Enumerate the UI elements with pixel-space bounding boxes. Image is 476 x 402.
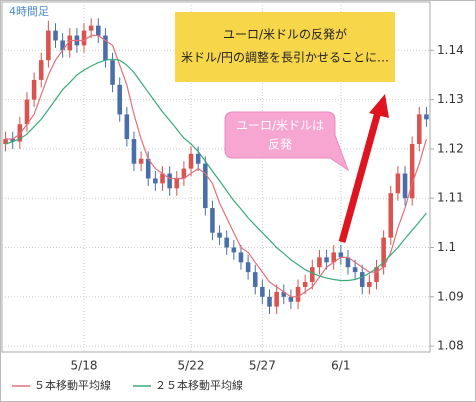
callout: ユーロ/米ドルは 反発: [224, 111, 350, 172]
candle-body: [395, 173, 401, 194]
marks: [3, 18, 429, 315]
candle-body: [131, 139, 137, 164]
candle-body: [103, 35, 108, 61]
candle-body: [331, 252, 336, 263]
candle-body: [359, 272, 365, 287]
candle-body: [345, 257, 351, 268]
candle-body: [153, 178, 158, 184]
candle-body: [352, 267, 358, 273]
candle-body: [295, 286, 301, 302]
arrow-shaft: [338, 111, 382, 243]
candle-body: [17, 124, 23, 142]
candle-body: [402, 173, 408, 199]
candle-body: [110, 60, 115, 85]
y-tick-label: 1.09: [437, 289, 464, 303]
candle-body: [124, 114, 130, 140]
candle-body: [245, 262, 251, 273]
candle-body: [302, 282, 308, 287]
candle-body: [210, 208, 215, 233]
candle-body: [138, 158, 144, 164]
candle-body: [217, 232, 222, 238]
candle-body: [46, 30, 51, 61]
candle-body: [181, 168, 187, 179]
candle-body: [338, 252, 344, 258]
candle-body: [188, 153, 194, 169]
x-tick-label: 5/27: [249, 359, 276, 373]
candle-body: [145, 158, 151, 179]
candle-body: [374, 267, 379, 282]
y-tick-label: 1.1: [437, 240, 456, 254]
annotation-bg: [175, 12, 395, 82]
candle-body: [324, 257, 329, 263]
x-tick-label: 5/18: [71, 359, 98, 373]
candle-body: [252, 272, 258, 287]
annotation-text: ユーロ/米ドルの反発が: [223, 27, 347, 42]
candle-body: [388, 193, 394, 238]
candle-body: [310, 267, 315, 282]
candle-body: [238, 252, 244, 263]
legend-label: ５本移動平均線: [34, 378, 111, 392]
candle-body: [96, 25, 101, 36]
candle-body: [81, 30, 87, 46]
candle-body: [424, 114, 429, 120]
candle-body: [409, 143, 415, 199]
candle-body: [203, 163, 208, 209]
y-tick-label: 1.12: [437, 141, 464, 155]
candle-body: [260, 286, 265, 297]
candle-body: [174, 178, 180, 189]
annotation-text: 米ドル/円の調整を長引かせることに…: [181, 50, 389, 65]
candle-body: [3, 139, 8, 144]
candle-body: [31, 79, 37, 100]
callout-text: ユーロ/米ドルは: [236, 119, 324, 133]
arrow-head: [369, 94, 389, 118]
candle-body: [231, 247, 237, 253]
y-tick-label: 1.11: [437, 191, 464, 205]
candle-body: [281, 291, 287, 297]
candle-body: [381, 237, 386, 268]
annotation-box: ユーロ/米ドルの反発が 米ドル/円の調整を長引かせることに…: [175, 12, 395, 82]
candle-body: [317, 257, 322, 268]
legend: ５本移動平均線 ２５本移動平均線: [12, 378, 243, 392]
y-tick-label: 1.14: [437, 43, 464, 57]
y-tick-label: 1.13: [437, 92, 464, 106]
candle-body: [417, 114, 422, 144]
candle-body: [274, 291, 279, 307]
arrow: [338, 94, 389, 243]
timeframe-label: 4時間足: [9, 5, 49, 18]
candle-body: [88, 25, 94, 31]
candle-body: [160, 173, 165, 184]
candle-body: [288, 296, 294, 302]
candle-body: [224, 237, 229, 248]
candle-body: [60, 40, 65, 51]
candle-body: [38, 60, 44, 80]
moving-average-line: [5, 58, 427, 282]
callout-text: 反発: [268, 138, 292, 152]
candle-body: [117, 84, 122, 115]
x-tick-label: 6/1: [331, 359, 350, 373]
candle-body: [10, 139, 15, 142]
candle-body: [24, 99, 30, 125]
moving-average-line: [5, 34, 427, 298]
x-tick-label: 5/22: [178, 359, 205, 373]
y-tick-label: 1.08: [437, 339, 464, 353]
candle-body: [367, 282, 372, 287]
callout-bg: [224, 111, 350, 172]
legend-label: ２５本移動平均線: [155, 378, 243, 392]
candle-body: [53, 30, 58, 41]
candle-body: [67, 35, 73, 51]
candle-body: [267, 296, 272, 307]
candle-body: [195, 153, 201, 164]
candle-body: [167, 173, 172, 189]
